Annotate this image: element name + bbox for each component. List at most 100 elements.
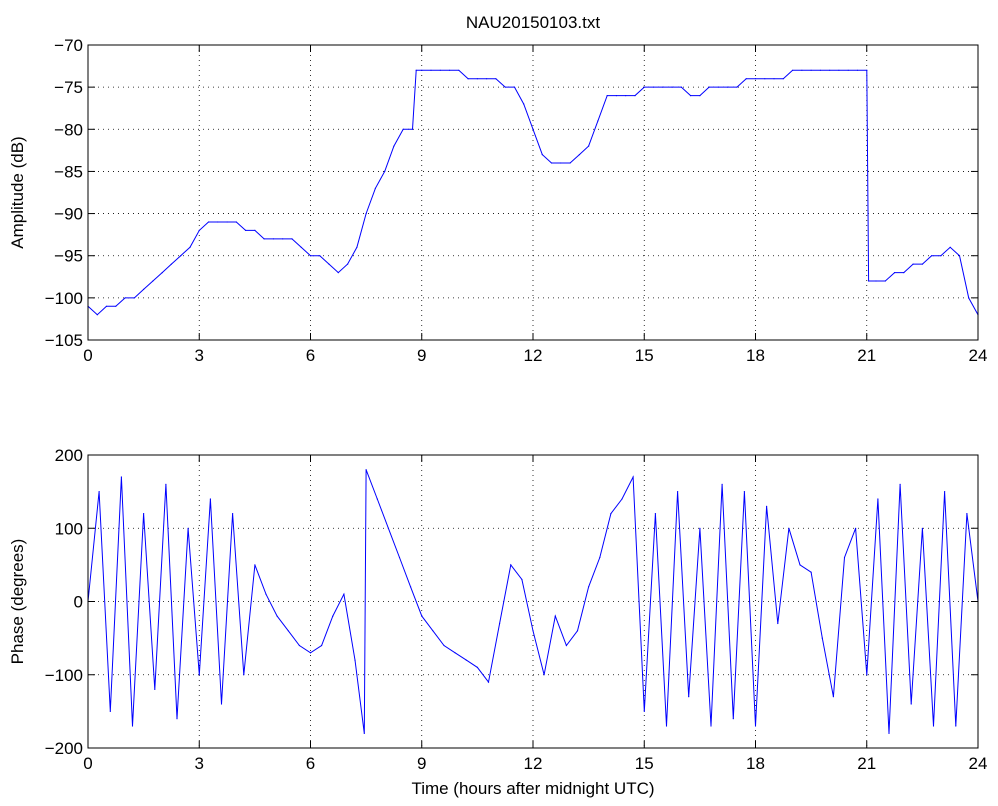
data-point	[287, 630, 289, 632]
x-tick-label: 9	[417, 346, 426, 365]
y-tick-label: −200	[45, 739, 83, 758]
data-point	[115, 305, 117, 307]
data-point	[877, 498, 879, 500]
data-point	[884, 280, 886, 282]
data-point	[799, 564, 801, 566]
data-point	[220, 703, 223, 705]
data-point	[643, 86, 645, 88]
data-point	[652, 86, 655, 88]
data-point	[421, 615, 423, 617]
data-point	[717, 86, 720, 88]
data-point	[321, 644, 323, 647]
data-point	[365, 213, 367, 215]
data-point	[782, 78, 784, 80]
x-tick-label: 24	[969, 754, 988, 773]
data-point	[866, 69, 868, 71]
data-point	[888, 732, 890, 735]
data-point	[120, 476, 122, 478]
data-point	[821, 637, 823, 639]
data-point	[198, 674, 200, 676]
data-point	[432, 630, 434, 632]
data-point	[710, 725, 712, 727]
y-tick-label: 0	[74, 593, 83, 612]
data-point	[187, 527, 189, 529]
data-point	[599, 556, 601, 559]
data-point	[810, 69, 812, 71]
data-point	[319, 255, 321, 257]
data-point	[921, 527, 924, 529]
data-point	[189, 246, 191, 248]
data-point	[105, 305, 108, 307]
data-point	[458, 69, 460, 71]
data-point	[754, 78, 757, 80]
amplitude-plot: 0 3 6 9 12 15 18 21 24 −105 −100 −95 −90 −85 −80 −75 −70…	[8, 36, 987, 365]
y-tick-label: −75	[54, 78, 83, 97]
data-point	[801, 69, 803, 71]
data-point	[754, 725, 757, 727]
data-point	[894, 272, 896, 274]
chart-title: NAU20150103.txt	[466, 13, 600, 32]
data-point	[467, 78, 469, 80]
data-point	[207, 221, 210, 223]
x-tick-label: 12	[524, 346, 543, 365]
data-point	[690, 95, 692, 97]
data-line	[87, 469, 979, 734]
data-point	[443, 644, 445, 647]
y-tick-label: −95	[54, 247, 83, 266]
data-point	[276, 615, 278, 617]
data-point	[170, 263, 172, 265]
data-point	[343, 593, 345, 595]
data-point	[272, 238, 274, 240]
data-point	[912, 263, 914, 265]
data-point	[764, 78, 766, 80]
data-point	[949, 246, 951, 248]
data-point	[411, 128, 414, 130]
data-point	[856, 69, 859, 71]
data-point	[109, 710, 111, 713]
data-point	[777, 622, 779, 625]
data-point	[899, 483, 901, 485]
data-point	[588, 145, 590, 147]
data-point	[523, 103, 525, 105]
x-tick-label: 0	[83, 346, 92, 365]
data-point	[143, 288, 145, 290]
data-point	[810, 571, 812, 573]
data-point	[875, 280, 877, 282]
data-point	[356, 246, 358, 248]
x-tick-label: 0	[83, 754, 92, 773]
data-point	[541, 154, 543, 156]
data-point	[788, 527, 790, 529]
data-point	[393, 145, 395, 147]
y-tick-label: −100	[45, 289, 83, 308]
phase-plot: 0 3 6 9 12 15 18 21 24 −200 −100 0 100 200 Phase (degr…	[8, 446, 987, 798]
data-point	[476, 78, 478, 80]
data-point	[254, 229, 256, 231]
data-point	[439, 69, 441, 71]
data-point	[968, 297, 970, 299]
data-point	[940, 255, 942, 257]
data-point	[838, 69, 840, 71]
data-point	[773, 78, 775, 80]
data-point	[486, 78, 488, 80]
data-point	[634, 95, 636, 97]
data-point	[384, 170, 386, 172]
data-point	[654, 513, 657, 515]
x-tick-label: 15	[635, 346, 654, 365]
data-point	[300, 246, 302, 248]
data-point	[543, 674, 545, 676]
y-tick-label: −80	[54, 120, 83, 139]
data-point	[487, 681, 490, 683]
data-point	[944, 491, 946, 493]
data-point	[265, 593, 267, 595]
data-point	[226, 221, 228, 223]
data-point	[291, 238, 293, 240]
data-point	[615, 95, 618, 97]
data-point	[124, 297, 126, 299]
data-point	[96, 314, 98, 316]
data-point	[449, 69, 451, 71]
data-point	[510, 564, 512, 566]
data-point	[565, 644, 568, 647]
data-point	[727, 86, 729, 88]
data-point	[328, 263, 330, 265]
x-tick-label: 24	[969, 346, 988, 365]
